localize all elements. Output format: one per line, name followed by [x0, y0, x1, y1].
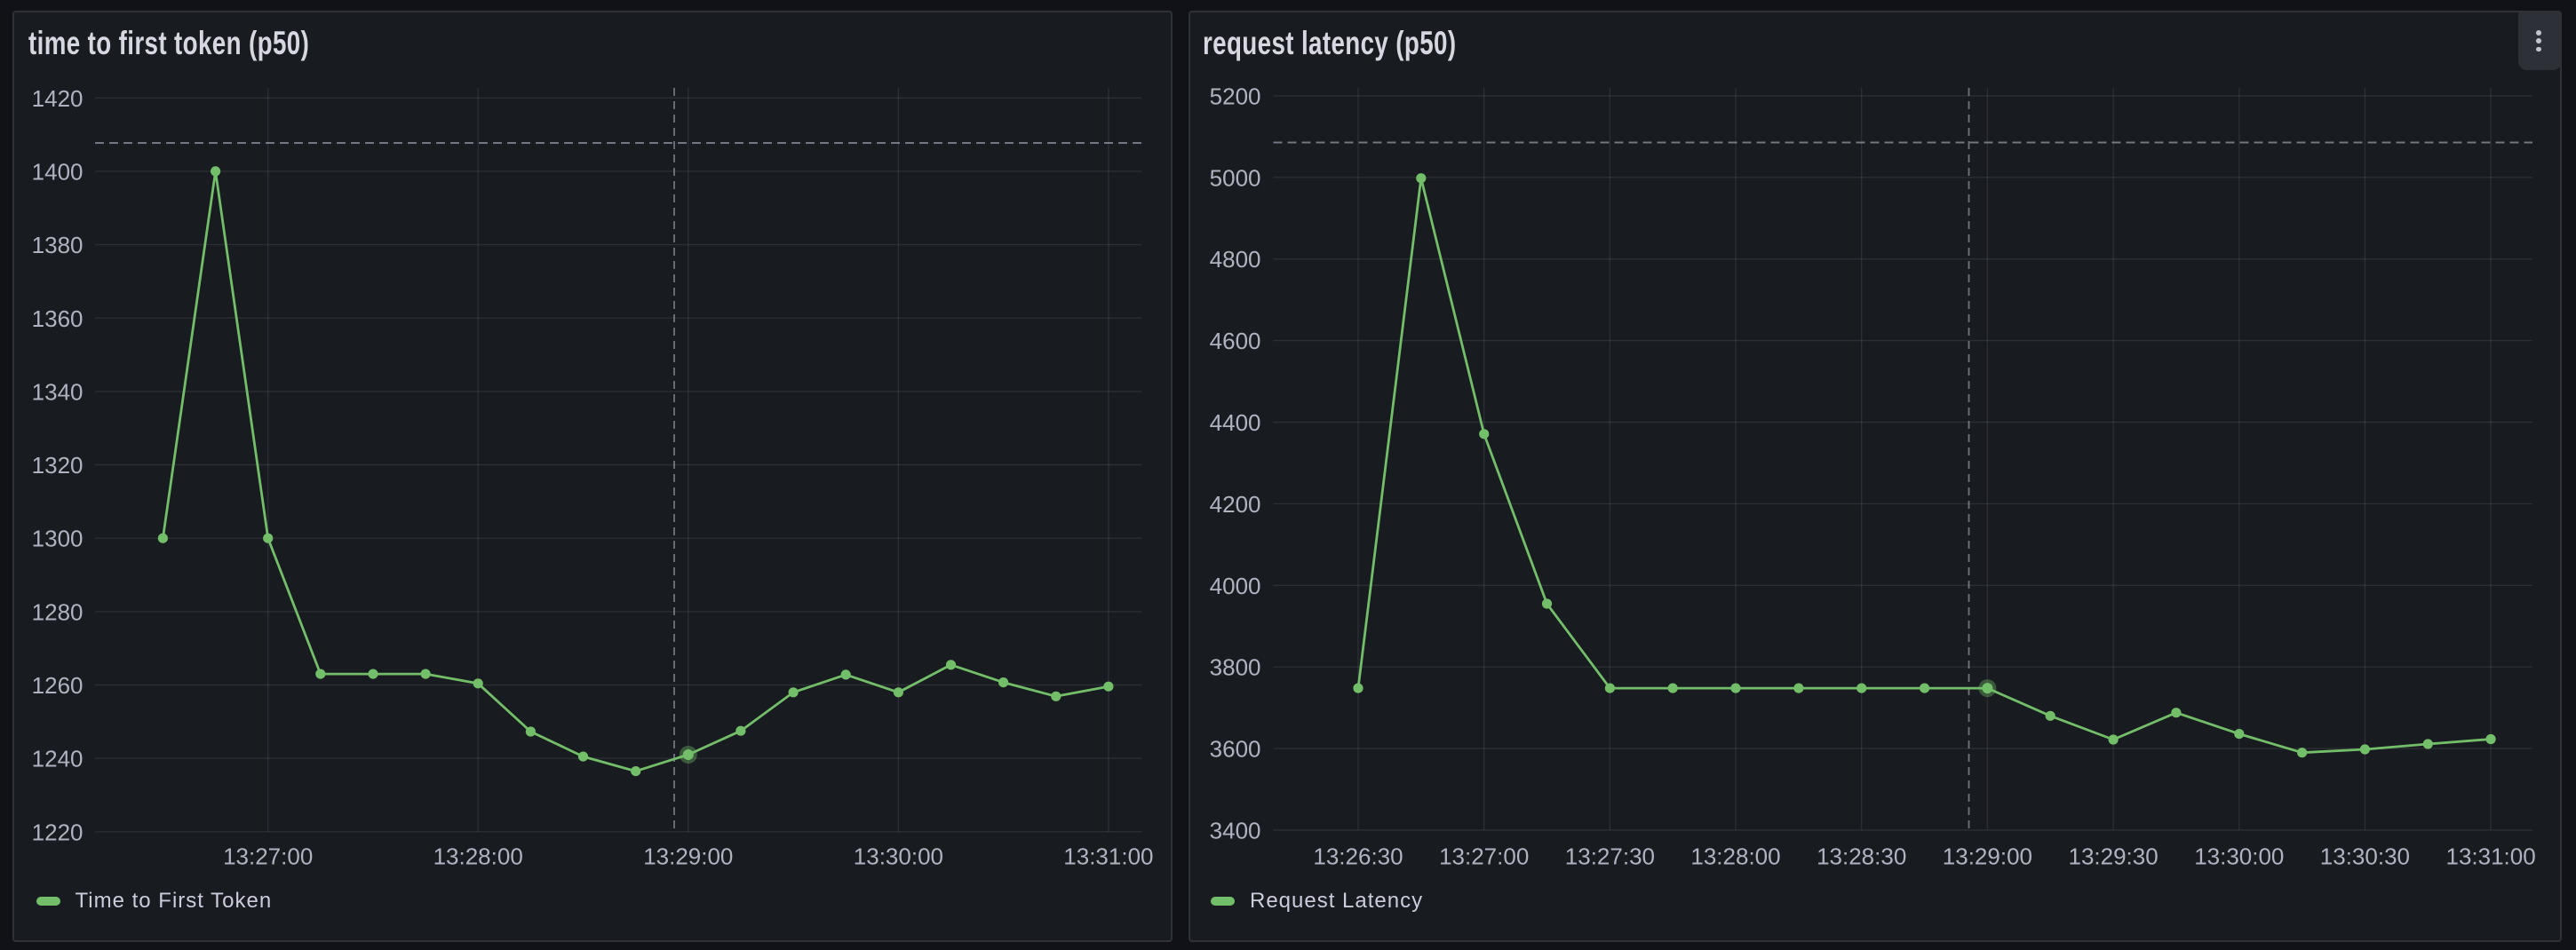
svg-text:4000: 4000: [1210, 573, 1261, 599]
svg-text:13:29:30: 13:29:30: [2068, 843, 2158, 870]
svg-text:13:26:30: 13:26:30: [1313, 843, 1403, 870]
svg-text:1380: 1380: [32, 232, 83, 258]
svg-text:5000: 5000: [1210, 164, 1261, 191]
svg-text:5200: 5200: [1210, 83, 1261, 109]
svg-text:13:30:30: 13:30:30: [2320, 843, 2410, 870]
svg-text:13:27:30: 13:27:30: [1565, 843, 1655, 870]
svg-text:13:29:00: 13:29:00: [1943, 843, 2032, 870]
svg-text:3400: 3400: [1210, 818, 1261, 844]
svg-text:3600: 3600: [1210, 736, 1261, 763]
svg-text:1420: 1420: [32, 85, 83, 112]
svg-text:13:31:00: 13:31:00: [2445, 843, 2535, 870]
svg-text:13:28:00: 13:28:00: [433, 843, 523, 870]
svg-text:4800: 4800: [1210, 246, 1261, 273]
svg-text:13:31:00: 13:31:00: [1063, 843, 1153, 870]
svg-text:1280: 1280: [32, 598, 83, 625]
svg-text:13:27:00: 13:27:00: [223, 843, 313, 870]
svg-text:1320: 1320: [32, 452, 83, 479]
svg-text:1360: 1360: [32, 305, 83, 332]
svg-text:13:30:00: 13:30:00: [2194, 843, 2284, 870]
svg-text:1300: 1300: [32, 526, 83, 552]
svg-text:13:28:00: 13:28:00: [1690, 843, 1780, 870]
svg-text:13:27:00: 13:27:00: [1439, 843, 1529, 870]
svg-text:1340: 1340: [32, 378, 83, 405]
svg-text:1400: 1400: [32, 158, 83, 185]
svg-text:1220: 1220: [32, 819, 83, 845]
svg-text:1260: 1260: [32, 672, 83, 699]
svg-text:4600: 4600: [1210, 328, 1261, 354]
svg-text:1240: 1240: [32, 746, 83, 772]
svg-text:13:29:00: 13:29:00: [643, 843, 733, 870]
svg-text:13:28:30: 13:28:30: [1817, 843, 1906, 870]
svg-text:4200: 4200: [1210, 491, 1261, 518]
svg-text:13:30:00: 13:30:00: [854, 843, 943, 870]
svg-text:3800: 3800: [1210, 654, 1261, 681]
svg-text:4400: 4400: [1210, 409, 1261, 436]
